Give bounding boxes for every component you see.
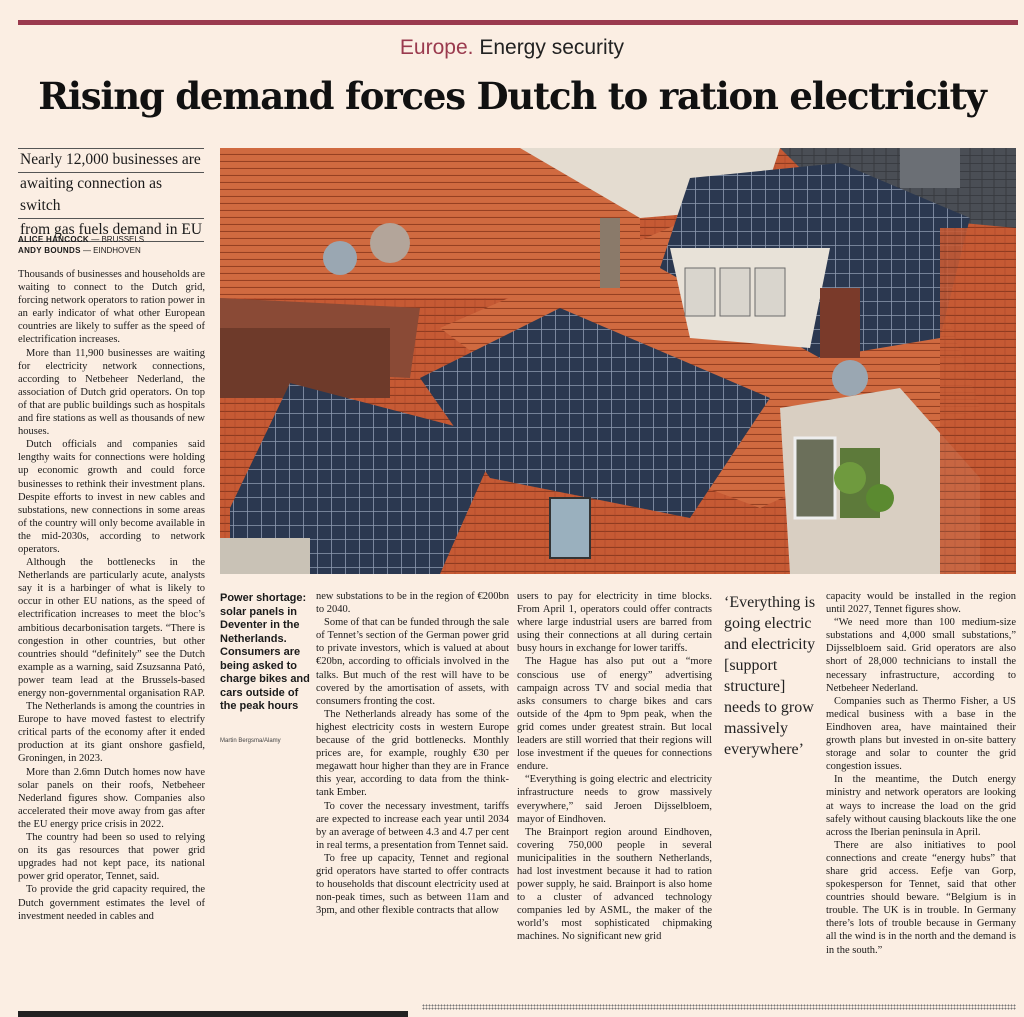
section-kicker: Europe. Energy security	[0, 36, 1024, 60]
standfirst-line: Nearly 12,000 businesses are	[18, 148, 204, 173]
paragraph: Although the bottlenecks in the Netherla…	[18, 557, 205, 699]
paragraph: More than 11,900 businesses are waiting …	[18, 347, 205, 438]
body-column-5: capacity would be installed in the regio…	[826, 590, 1016, 957]
paragraph: capacity would be installed in the regio…	[826, 591, 1016, 616]
paragraph: Dutch officials and companies said lengt…	[18, 439, 205, 555]
paragraph: Thousands of businesses and households a…	[18, 269, 205, 346]
byline-name: ALICE HANCOCK	[18, 235, 90, 244]
standfirst-line: awaiting connection as switch	[18, 173, 204, 219]
byline-place: — EINDHOVEN	[80, 246, 141, 255]
bottom-bar	[18, 1011, 408, 1017]
paragraph: The Netherlands is among the countries i…	[18, 701, 205, 765]
paragraph: “We need more than 100 medium-size subst…	[826, 617, 1016, 694]
paragraph: users to pay for electricity in time blo…	[517, 591, 712, 655]
paragraph: To free up capacity, Tennet and regional…	[316, 852, 509, 917]
paragraph: To cover the necessary investment, tarif…	[316, 800, 509, 851]
rooftops-solar-panels-photo	[220, 148, 1016, 574]
paragraph: In the meantime, the Dutch energy minist…	[826, 774, 1016, 838]
kicker-section: Europe.	[399, 36, 474, 59]
paragraph: new substations to be in the region of €…	[316, 591, 509, 616]
byline-entry: ALICE HANCOCK — BRUSSELS	[18, 234, 208, 245]
byline-name: ANDY BOUNDS	[18, 246, 81, 255]
photo-credit: Martin Bergsma/Alamy	[220, 738, 281, 744]
top-rule	[18, 20, 1018, 25]
standfirst-line: from gas fuels demand in EU	[18, 219, 204, 242]
paragraph: The country had been so used to relying …	[18, 832, 205, 883]
paragraph: There are also initiatives to pool conne…	[826, 839, 1016, 956]
paragraph: “Everything is going electric and electr…	[517, 774, 712, 825]
paragraph: The Hague has also put out a “more consc…	[517, 656, 712, 773]
kicker-topic: Energy security	[479, 36, 625, 59]
body-column-3: users to pay for electricity in time blo…	[517, 590, 712, 944]
paragraph: The Netherlands already has some of the …	[316, 708, 509, 799]
standfirst: Nearly 12,000 businesses are awaiting co…	[18, 148, 204, 242]
paragraph: Companies such as Thermo Fisher, a US me…	[826, 695, 1016, 773]
photo-caption: Power shortage: solar panels in Deventer…	[220, 592, 310, 712]
byline-place: — BRUSSELS	[89, 235, 145, 244]
paragraph: To provide the grid capacity required, t…	[18, 884, 205, 922]
paragraph: The Brainport region around Eindhoven, c…	[517, 826, 712, 943]
headline: Rising demand forces Dutch to ration ele…	[38, 74, 987, 118]
byline-entry: ANDY BOUNDS — EINDHOVEN	[18, 245, 208, 256]
paragraph: Some of that can be funded through the s…	[316, 617, 509, 707]
body-column-2: new substations to be in the region of €…	[316, 590, 509, 917]
paragraph: More than 2.6mn Dutch homes now have sol…	[18, 766, 205, 830]
byline: ALICE HANCOCK — BRUSSELS ANDY BOUNDS — E…	[18, 234, 208, 256]
body-column-1: Thousands of businesses and households a…	[18, 268, 205, 923]
pull-quote: ‘Everything is going electric and electr…	[724, 594, 816, 758]
bottom-dotted-rule	[422, 1004, 1016, 1010]
